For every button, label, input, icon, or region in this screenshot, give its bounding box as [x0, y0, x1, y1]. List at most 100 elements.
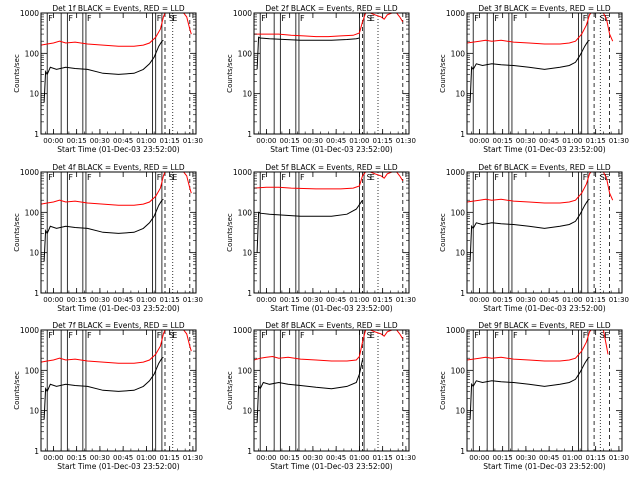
plot-frame — [253, 171, 410, 294]
x-tick-label: 01:00 — [349, 454, 369, 462]
y-axis-label: Counts/sec — [13, 371, 21, 410]
y-tick-label: 100 — [238, 366, 253, 375]
flag-label: E — [604, 14, 609, 23]
x-axis-label: Start Time (01-Dec-03 23:52:00) — [483, 462, 605, 471]
y-tick-label: 100 — [25, 208, 40, 217]
x-tick-label: 00:45 — [113, 137, 133, 145]
x-tick-label: 00:30 — [516, 137, 536, 145]
x-tick-label: 00:30 — [90, 137, 110, 145]
x-tick-label: 01:00 — [136, 296, 156, 304]
x-tick-label: 00:15 — [493, 137, 513, 145]
y-tick-label: 1000 — [446, 326, 465, 335]
series-line-events — [43, 356, 164, 420]
flag-label: E — [604, 331, 609, 340]
flag-label: F — [300, 14, 305, 23]
x-tick-label: 00:15 — [67, 454, 87, 462]
x-tick-label: 00:45 — [113, 454, 133, 462]
flag-label: F — [494, 331, 499, 340]
x-tick-label: 01:30 — [396, 296, 416, 304]
flag-label: F — [87, 173, 92, 182]
y-tick-label: 1000 — [446, 168, 465, 177]
series-line-events — [469, 356, 590, 420]
series-line-events — [43, 39, 164, 103]
x-tick-label: 00:15 — [493, 296, 513, 304]
x-tick-label: 01:00 — [562, 137, 582, 145]
y-tick-label: 1000 — [233, 326, 252, 335]
flag-label: S — [600, 173, 605, 182]
x-tick-label: 01:15 — [373, 454, 393, 462]
x-tick-label: 01:15 — [160, 296, 180, 304]
series-line-events — [256, 199, 363, 253]
plot-frame — [40, 329, 197, 452]
x-tick-label: 00:30 — [303, 296, 323, 304]
panel-title: Det 9f BLACK = Events, RED = LLD — [478, 321, 611, 330]
flag-label: F — [583, 331, 588, 340]
y-tick-label: 1 — [247, 447, 252, 456]
x-tick-label: 01:15 — [373, 137, 393, 145]
flag-label: F — [494, 14, 499, 23]
y-axis-label: Counts/sec — [13, 54, 21, 93]
x-tick-label: 00:15 — [280, 137, 300, 145]
x-tick-label: 01:00 — [136, 137, 156, 145]
plot-frame — [466, 171, 623, 294]
flag-label: F — [494, 173, 499, 182]
flag-label: F — [87, 14, 92, 23]
x-axis-label: Start Time (01-Dec-03 23:52:00) — [57, 304, 179, 313]
x-tick-label: 00:00 — [469, 296, 489, 304]
x-tick-label: 01:15 — [586, 454, 606, 462]
series-line-lld — [466, 171, 614, 204]
flag-label: E — [172, 14, 177, 23]
x-tick-label: 00:45 — [326, 296, 346, 304]
x-tick-label: 00:00 — [256, 454, 276, 462]
flag-label: E — [172, 173, 177, 182]
y-tick-label: 1 — [460, 447, 465, 456]
x-tick-label: 00:45 — [539, 454, 559, 462]
panel-title: Det 3f BLACK = Events, RED = LLD — [478, 4, 611, 13]
flag-label: S — [169, 14, 174, 23]
flag-label: F — [281, 14, 286, 23]
x-tick-label: 00:00 — [43, 454, 63, 462]
x-tick-label: 01:00 — [562, 454, 582, 462]
flag-label: E — [370, 173, 375, 182]
x-tick-label: 00:45 — [326, 454, 346, 462]
x-tick-label: 00:15 — [67, 296, 87, 304]
flag-label: S — [367, 14, 372, 23]
plot-frame — [466, 12, 623, 135]
x-tick-label: 01:00 — [136, 454, 156, 462]
x-tick-label: 00:30 — [90, 296, 110, 304]
panel-title: Det 1f BLACK = Events, RED = LLD — [52, 4, 185, 13]
flag-label: F — [583, 173, 588, 182]
flag-label: F — [261, 173, 266, 182]
x-tick-label: 01:15 — [373, 296, 393, 304]
x-axis-label: Start Time (01-Dec-03 23:52:00) — [270, 145, 392, 154]
flag-label: F — [300, 331, 305, 340]
flag-label: E — [370, 331, 375, 340]
y-tick-label: 10 — [455, 90, 465, 99]
panel-title: Det 7f BLACK = Events, RED = LLD — [52, 321, 185, 330]
y-tick-label: 100 — [451, 366, 466, 375]
flag-label: S — [600, 331, 605, 340]
flag-label: S — [367, 173, 372, 182]
y-tick-label: 10 — [455, 407, 465, 416]
x-tick-label: 01:15 — [160, 454, 180, 462]
x-tick-label: 00:30 — [90, 454, 110, 462]
flag-label: S — [600, 14, 605, 23]
y-tick-label: 1000 — [233, 9, 252, 18]
x-tick-label: 00:30 — [303, 137, 323, 145]
plot-frame — [40, 171, 197, 294]
plot-frame — [466, 329, 623, 452]
y-tick-label: 10 — [29, 90, 39, 99]
flag-label: F — [261, 14, 266, 23]
x-axis-label: Start Time (01-Dec-03 23:52:00) — [270, 462, 392, 471]
y-tick-label: 100 — [451, 49, 466, 58]
x-tick-label: 01:30 — [396, 137, 416, 145]
flag-label: F — [157, 173, 162, 182]
flag-label: E — [604, 173, 609, 182]
flag-label: F — [474, 173, 479, 182]
panel-title: Det 4f BLACK = Events, RED = LLD — [52, 163, 185, 172]
x-tick-label: 01:30 — [183, 454, 203, 462]
